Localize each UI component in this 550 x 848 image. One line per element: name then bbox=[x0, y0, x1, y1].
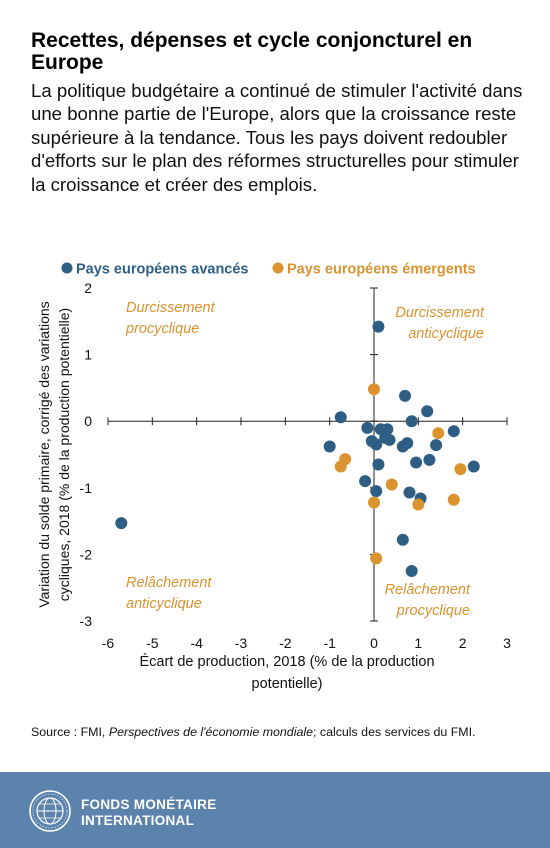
emerging-country-point bbox=[454, 463, 467, 476]
advanced-country-point bbox=[115, 517, 128, 530]
advanced-country-point bbox=[399, 389, 412, 402]
y-tick-label: -1 bbox=[80, 480, 93, 496]
advanced-country-point bbox=[359, 475, 372, 488]
y-tick-label: 2 bbox=[84, 280, 92, 296]
quadrant-label: Relâchement bbox=[126, 575, 212, 591]
organization-name-line2: INTERNATIONAL bbox=[81, 813, 195, 828]
x-tick-label: -1 bbox=[323, 635, 336, 651]
x-tick-label: 0 bbox=[370, 635, 378, 651]
source-note: Source : FMI, Perspectives de l'économie… bbox=[31, 725, 531, 739]
source-prefix: Source : FMI, bbox=[31, 725, 109, 739]
emerging-country-point bbox=[368, 383, 380, 396]
advanced-country-point bbox=[370, 438, 383, 451]
source-publication: Perspectives de l'économie mondiale bbox=[108, 725, 313, 739]
advanced-country-point bbox=[334, 411, 347, 424]
x-tick-label: -5 bbox=[146, 635, 159, 651]
x-axis-title: Écart de production, 2018 (% de la produ… bbox=[139, 653, 434, 670]
x-tick-label: 1 bbox=[414, 635, 422, 651]
advanced-country-point bbox=[370, 485, 383, 498]
advanced-country-point bbox=[383, 433, 396, 446]
axis-titles: Écart de production, 2018 (% de la produ… bbox=[36, 301, 435, 692]
emerging-country-point bbox=[412, 498, 425, 511]
advanced-country-point bbox=[323, 440, 336, 453]
chart-axes: -6 -5 -4 -3 -2 -1 0 1 2 3 -3 -2 -1 0 1 2 bbox=[80, 280, 512, 651]
emerging-country-point bbox=[334, 460, 347, 473]
x-tick-label: -6 bbox=[102, 635, 115, 651]
legend-marker bbox=[61, 262, 73, 274]
advanced-country-point bbox=[403, 486, 416, 499]
advanced-country-point bbox=[361, 421, 374, 434]
imf-seal-icon bbox=[29, 790, 71, 832]
emerging-country-point bbox=[368, 496, 380, 509]
advanced-country-point bbox=[396, 533, 409, 546]
chart-subtitle: La politique budgétaire a continué de st… bbox=[31, 80, 523, 195]
y-tick-label: 1 bbox=[84, 347, 92, 363]
advanced-country-point bbox=[372, 320, 385, 333]
legend-label: Pays européens émergents bbox=[287, 262, 476, 278]
legend-label: Pays européens avancés bbox=[76, 262, 249, 278]
emerging-country-point bbox=[385, 478, 398, 491]
source-suffix: ; calculs des services du FMI. bbox=[312, 725, 476, 739]
organization-name: FONDS MONÉTAIRE INTERNATIONAL bbox=[81, 797, 217, 829]
x-axis-title: potentielle) bbox=[252, 676, 323, 692]
y-axis-title: cycliques, 2018 (% de la production pote… bbox=[56, 308, 72, 601]
organization-name-line1: FONDS MONÉTAIRE bbox=[81, 797, 217, 812]
advanced-country-point bbox=[405, 565, 418, 578]
advanced-country-point bbox=[430, 439, 443, 452]
legend-marker bbox=[272, 262, 284, 274]
advanced-country-point bbox=[447, 425, 460, 438]
y-tick-label: -3 bbox=[80, 613, 93, 629]
quadrant-label: anticyclique bbox=[408, 326, 484, 342]
x-tick-label: -3 bbox=[235, 635, 248, 651]
x-tick-label: 2 bbox=[459, 635, 467, 651]
advanced-country-point bbox=[423, 453, 436, 466]
emerging-country-point bbox=[432, 427, 445, 440]
y-axis-title: Variation du solde primaire, corrigé des… bbox=[36, 301, 52, 607]
footer-bar: FONDS MONÉTAIRE INTERNATIONAL bbox=[0, 772, 550, 848]
emerging-country-point bbox=[370, 552, 383, 565]
chart-legend: Pays européens avancés Pays européens éme… bbox=[61, 262, 476, 278]
y-tick-label: 0 bbox=[84, 413, 92, 429]
quadrant-label: Durcissement bbox=[126, 300, 216, 316]
quadrant-label: anticyclique bbox=[126, 596, 202, 612]
advanced-country-point bbox=[381, 423, 394, 436]
x-tick-label: 3 bbox=[503, 635, 511, 651]
x-tick-label: -2 bbox=[279, 635, 292, 651]
emerging-country-point bbox=[447, 493, 460, 506]
advanced-country-point bbox=[401, 437, 414, 450]
advanced-country-point bbox=[410, 456, 423, 469]
advanced-country-point bbox=[405, 415, 418, 428]
chart-title: Recettes, dépenses et cycle conjoncturel… bbox=[31, 29, 473, 74]
quadrant-label: Relâchement bbox=[385, 582, 471, 598]
data-points bbox=[115, 320, 480, 578]
advanced-country-point bbox=[372, 458, 385, 471]
quadrant-label: procyclique bbox=[396, 603, 470, 619]
quadrant-label: Durcissement bbox=[395, 305, 485, 321]
quadrant-label: procyclique bbox=[125, 321, 199, 337]
quadrant-labels: Durcissement procyclique Durcissement antic… bbox=[125, 300, 485, 619]
x-tick-label: -4 bbox=[190, 635, 203, 651]
advanced-country-point bbox=[467, 460, 480, 473]
scatter-chart: Pays européens avancés Pays européens éme… bbox=[36, 262, 512, 693]
y-tick-label: -2 bbox=[80, 546, 93, 562]
advanced-country-point bbox=[421, 405, 434, 418]
